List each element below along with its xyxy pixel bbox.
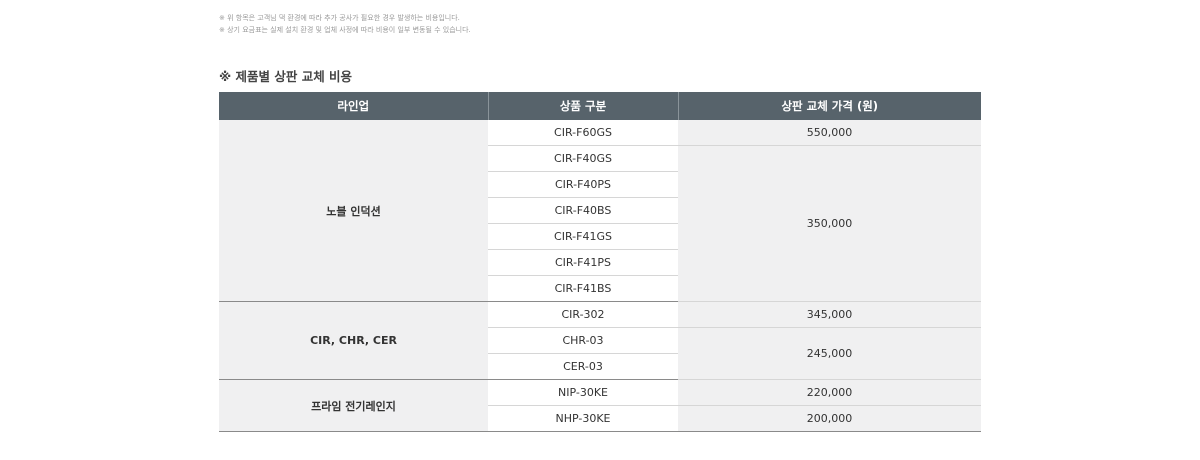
price-table: 라인업 상품 구분 상판 교체 가격 (원) 노블 인덕션 CIR-F60GS 55…: [219, 92, 981, 432]
product-cell: CIR-F41BS: [488, 275, 678, 302]
table-row: 프라임 전기레인지 NIP-30KE 220,000: [219, 379, 981, 432]
header-price: 상판 교체 가격 (원): [677, 92, 981, 120]
lineup-cell: CIR, CHR, CER: [219, 301, 488, 380]
lineup-cell: 프라임 전기레인지: [219, 379, 488, 432]
product-cell: CIR-F41PS: [488, 249, 678, 276]
price-cell: 220,000: [678, 379, 981, 406]
price-cell: 245,000: [678, 327, 981, 380]
section-title: ※ 제품별 상판 교체 비용: [219, 69, 353, 84]
product-cell: CIR-F60GS: [488, 120, 678, 146]
table-row: CIR-F41GS: [219, 223, 981, 250]
product-cell: NHP-30KE: [488, 405, 678, 432]
table-header-row: 라인업 상품 구분 상판 교체 가격 (원): [219, 92, 981, 120]
table-row: CIR-F41BS: [219, 275, 981, 302]
product-cell: CHR-03: [488, 327, 678, 354]
table-row: CHR-03 245,000: [219, 327, 981, 380]
price-cell: 345,000: [678, 301, 981, 328]
table-row: 노블 인덕션 CIR-F60GS 550,000: [219, 120, 981, 302]
lineup-cell: 노블 인덕션: [219, 120, 488, 302]
table-row: NHP-30KE 200,000: [219, 405, 981, 432]
product-cell: CER-03: [488, 353, 678, 380]
header-lineup: 라인업: [219, 92, 488, 120]
price-cell: 350,000: [678, 145, 981, 302]
table-row: CIR-F41PS: [219, 249, 981, 276]
product-cell: CIR-F40GS: [488, 145, 678, 172]
table-row: CIR, CHR, CER CIR-302 345,000: [219, 301, 981, 380]
table-row: CIR-F40GS 350,000: [219, 145, 981, 302]
table-row: CER-03: [219, 353, 981, 380]
price-cell: 200,000: [678, 405, 981, 432]
product-cell: CIR-F40PS: [488, 171, 678, 198]
product-cell: CIR-F41GS: [488, 223, 678, 250]
header-product: 상품 구분: [487, 92, 678, 120]
price-cell: 550,000: [678, 120, 981, 146]
table-row: CIR-F40PS: [219, 171, 981, 198]
note: ※ 상기 요금표는 실제 설치 환경 및 업체 사정에 따라 비용이 일부 변동…: [219, 26, 471, 34]
product-cell: CIR-F40BS: [488, 197, 678, 224]
table-row: CIR-F40BS: [219, 197, 981, 224]
notes: ※ 위 항목은 고객님 댁 환경에 따라 추가 공사가 필요한 경우 발생하는 …: [219, 12, 471, 36]
product-cell: NIP-30KE: [488, 379, 678, 406]
product-cell: CIR-302: [488, 301, 678, 328]
note: ※ 위 항목은 고객님 댁 환경에 따라 추가 공사가 필요한 경우 발생하는 …: [219, 14, 460, 22]
